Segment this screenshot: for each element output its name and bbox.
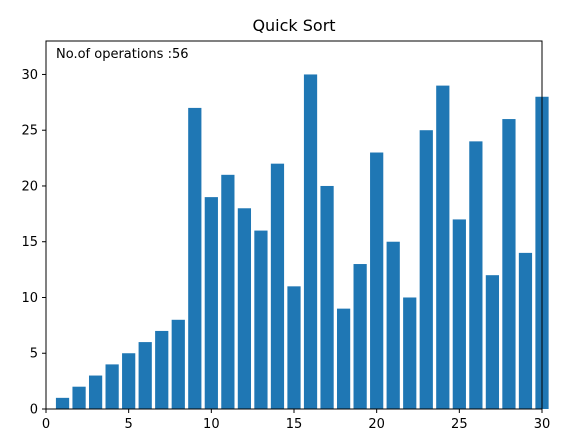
bar-15 — [287, 286, 301, 409]
bar-17 — [320, 185, 334, 409]
y-tick-label: 5 — [30, 347, 38, 362]
bar-10 — [204, 197, 218, 409]
operations-count-annotation: No.of operations :56 — [56, 47, 189, 62]
bar-6 — [138, 342, 152, 409]
x-tick-label: 15 — [286, 417, 303, 432]
y-tick-label: 0 — [30, 403, 38, 418]
chart-title: Quick Sort — [252, 16, 335, 35]
bar-22 — [403, 297, 417, 409]
x-tick-label: 30 — [534, 417, 551, 432]
bar-24 — [436, 85, 450, 409]
bar-23 — [419, 130, 433, 409]
y-axis-ticks: 0 5 10 15 20 25 30 — [21, 68, 46, 418]
y-tick-label: 15 — [21, 235, 38, 250]
x-axis-ticks: 0 5 10 15 20 25 30 — [42, 409, 550, 432]
bar-18 — [336, 308, 351, 409]
bar-26 — [469, 141, 483, 409]
bar-1 — [55, 397, 70, 409]
bar-5 — [122, 353, 136, 409]
bar-8 — [171, 319, 185, 409]
y-tick-label: 20 — [21, 179, 38, 194]
bar-9 — [188, 107, 202, 409]
x-tick-label: 20 — [368, 417, 385, 432]
bar-2 — [72, 386, 86, 409]
bar-19 — [353, 264, 367, 409]
bar-13 — [254, 230, 268, 409]
bars-group — [55, 74, 549, 410]
plot-frame — [45, 40, 543, 410]
y-tick-label: 25 — [21, 124, 38, 139]
bar-12 — [237, 208, 252, 409]
bar-25 — [452, 219, 466, 409]
x-tick-label: 5 — [125, 417, 133, 432]
bar-11 — [221, 174, 235, 409]
bar-27 — [485, 275, 500, 409]
bar-7 — [155, 330, 169, 409]
bar-4 — [105, 364, 119, 409]
bar-3 — [88, 375, 103, 409]
bar-20 — [370, 152, 384, 410]
bar-21 — [386, 241, 400, 409]
bar-14 — [270, 163, 285, 409]
y-tick-label: 30 — [21, 68, 38, 83]
x-tick-label: 10 — [203, 417, 220, 432]
x-tick-label: 0 — [42, 417, 50, 432]
bar-29 — [518, 252, 533, 409]
bar-16 — [303, 74, 318, 410]
bar-28 — [502, 119, 516, 409]
x-tick-label: 25 — [451, 417, 468, 432]
y-tick-label: 10 — [21, 291, 38, 306]
